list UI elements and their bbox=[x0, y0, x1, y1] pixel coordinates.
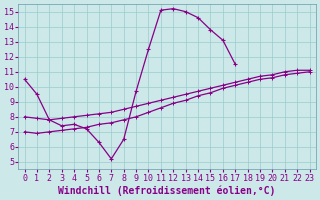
X-axis label: Windchill (Refroidissement éolien,°C): Windchill (Refroidissement éolien,°C) bbox=[58, 185, 276, 196]
